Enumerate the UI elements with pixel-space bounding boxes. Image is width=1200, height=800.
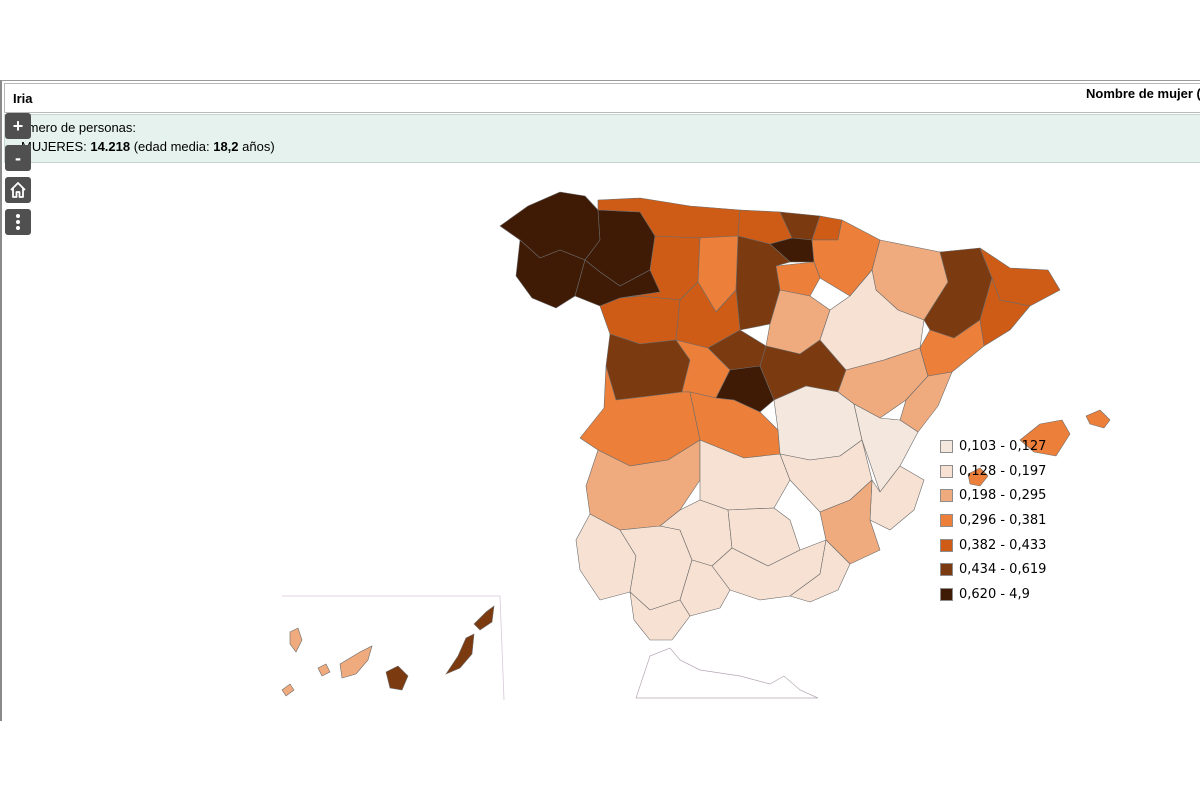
region-a-coruna[interactable] bbox=[499, 191, 601, 261]
legend-swatch bbox=[940, 513, 953, 527]
legend-label: 0,620 - 4,9 bbox=[959, 586, 1030, 602]
canary-inset-frame bbox=[282, 595, 505, 701]
legend-label: 0,382 - 0,433 bbox=[959, 537, 1047, 553]
legend-swatch bbox=[940, 464, 953, 478]
women-count: 14.218 bbox=[90, 139, 131, 154]
age-suffix: años) bbox=[238, 139, 275, 154]
legend-label: 0,434 - 0,619 bbox=[959, 562, 1047, 578]
title-bar: Iria bbox=[4, 83, 1200, 113]
region-la-gomera[interactable] bbox=[317, 663, 331, 677]
more-options-button[interactable] bbox=[5, 209, 31, 235]
legend-swatch bbox=[940, 538, 953, 552]
zoom-in-button[interactable]: + bbox=[5, 113, 31, 139]
region-fuerteventura[interactable] bbox=[445, 633, 475, 675]
legend-item: 0,198 - 0,295 bbox=[940, 483, 1046, 508]
legend-swatch bbox=[940, 439, 953, 453]
legend-item: 0,296 - 0,381 bbox=[940, 508, 1046, 533]
age-value: 18,2 bbox=[213, 139, 239, 154]
info-panel: Número de personas: MUJERES: 14.218 (eda… bbox=[4, 114, 1200, 163]
region-valencia[interactable] bbox=[853, 403, 919, 493]
legend-label: 0,198 - 0,295 bbox=[959, 488, 1047, 504]
region-lanzarote[interactable] bbox=[473, 605, 495, 631]
page-title: Iria bbox=[13, 91, 33, 106]
legend-item: 0,103 - 0,127 bbox=[940, 434, 1046, 459]
region-gran-canaria[interactable] bbox=[385, 665, 409, 691]
legend-item: 0,382 - 0,433 bbox=[940, 533, 1046, 558]
legend-item: 0,128 - 0,197 bbox=[940, 459, 1046, 484]
map-title: Nombre de mujer ( bbox=[1086, 86, 1200, 101]
legend-swatch bbox=[940, 489, 953, 503]
spain-choropleth-map bbox=[281, 191, 1111, 701]
region-la-palma[interactable] bbox=[289, 627, 303, 653]
women-prefix: MUJERES: bbox=[21, 139, 91, 154]
north-africa-outline bbox=[635, 647, 819, 699]
legend-label: 0,103 - 0,127 bbox=[959, 438, 1047, 454]
region-menorca[interactable] bbox=[1085, 409, 1111, 429]
home-icon bbox=[10, 182, 26, 198]
legend-label: 0,128 - 0,197 bbox=[959, 463, 1047, 479]
region-tenerife[interactable] bbox=[339, 645, 373, 679]
map-legend: 0,103 - 0,127 0,128 - 0,197 0,198 - 0,295 0… bbox=[940, 434, 1046, 607]
age-prefix: (edad media: bbox=[130, 139, 214, 154]
region-salamanca[interactable] bbox=[605, 333, 691, 401]
legend-swatch bbox=[940, 563, 953, 577]
home-button[interactable] bbox=[5, 177, 31, 203]
app-frame: Iria Número de personas: MUJERES: 14.218… bbox=[0, 80, 1200, 721]
women-stats: MUJERES: 14.218 (edad media: 18,2 años) bbox=[21, 139, 275, 154]
more-vertical-icon bbox=[16, 214, 20, 230]
region-almeria[interactable] bbox=[789, 539, 851, 603]
region-hierro[interactable] bbox=[281, 683, 295, 697]
zoom-out-button[interactable]: - bbox=[5, 145, 31, 171]
legend-label: 0,296 - 0,381 bbox=[959, 512, 1047, 528]
legend-item: 0,434 - 0,619 bbox=[940, 557, 1046, 582]
region-tarragona[interactable] bbox=[919, 319, 985, 377]
legend-item: 0,620 - 4,9 bbox=[940, 582, 1046, 607]
info-label: Número de personas: bbox=[11, 120, 137, 135]
legend-swatch bbox=[940, 587, 953, 601]
region-mallorca[interactable] bbox=[1019, 419, 1071, 457]
region-ibiza[interactable] bbox=[967, 467, 989, 487]
region-cadiz[interactable] bbox=[629, 591, 691, 641]
